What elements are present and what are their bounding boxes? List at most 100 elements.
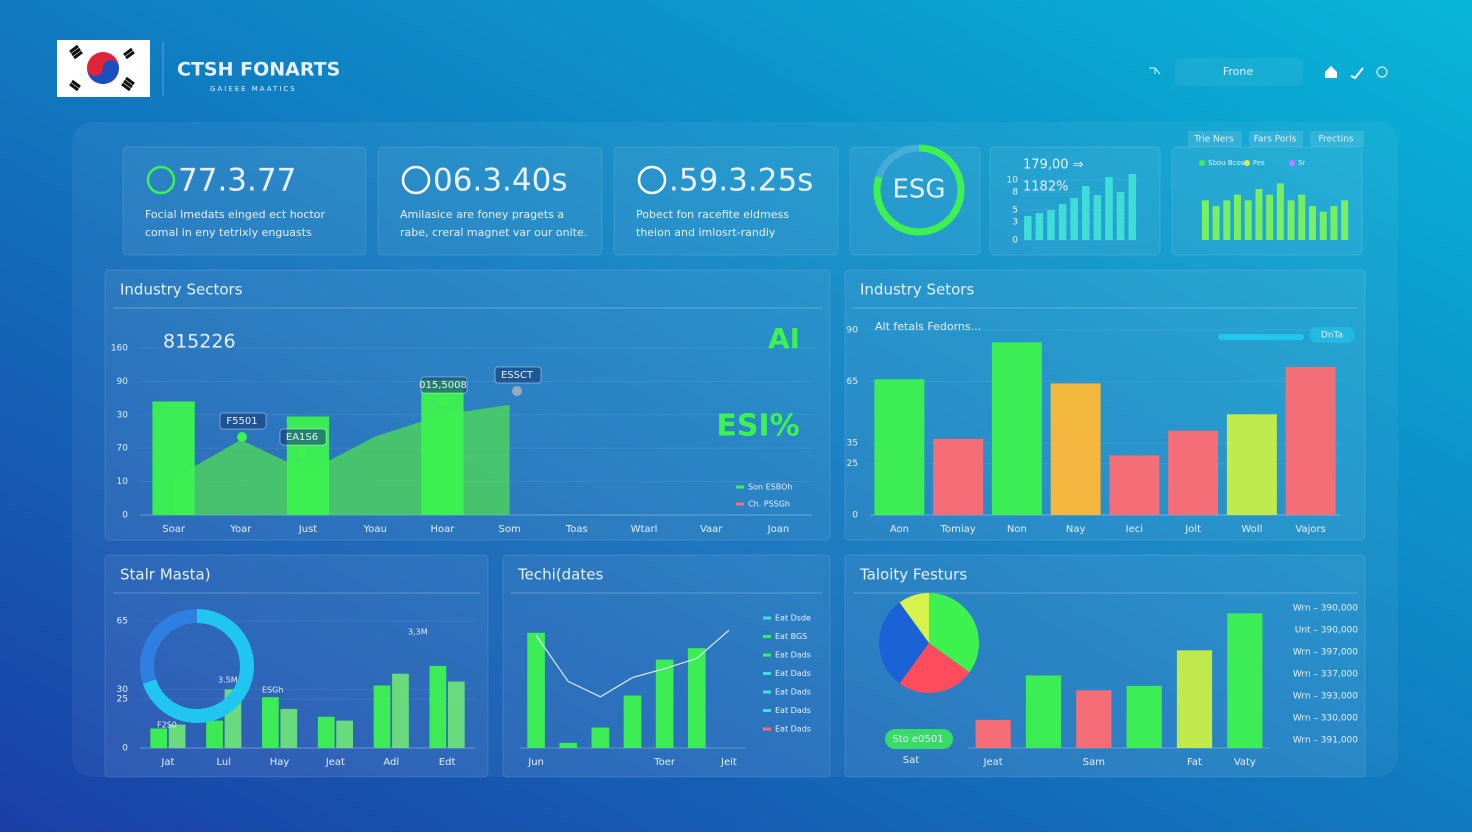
y-tick-label: 10 xyxy=(117,477,129,487)
legend-label: Ch. PSSGh xyxy=(748,500,790,509)
bar xyxy=(1234,194,1241,240)
tab-label: Frectins xyxy=(1319,135,1354,145)
bar xyxy=(687,648,706,748)
y-tick-label: 10 xyxy=(1007,176,1019,186)
icon[interactable] xyxy=(1149,67,1161,75)
panel-title: Industry Sectors xyxy=(120,281,243,299)
bar xyxy=(429,665,447,748)
kpi-text: theion and imlosrt-randiy xyxy=(636,226,776,239)
bar xyxy=(591,727,610,748)
flag-circle xyxy=(87,60,119,84)
bar xyxy=(991,342,1042,515)
annotation: Sat xyxy=(903,755,919,766)
x-tick-label: Jat xyxy=(160,757,174,768)
y-tick-label: 90 xyxy=(117,377,129,387)
legend-label: Eat Dads xyxy=(775,688,811,697)
x-tick-label: Jeit xyxy=(720,757,737,768)
x-tick-label: Aon xyxy=(890,524,909,535)
x-tick-label: Lul xyxy=(216,757,231,768)
legend-dot xyxy=(1289,160,1295,166)
bar xyxy=(655,659,674,748)
pie-slice xyxy=(899,643,970,694)
bar xyxy=(1082,186,1090,240)
annotation: 179,00 ⇒ xyxy=(1023,158,1084,173)
bar xyxy=(933,438,984,515)
panel-title: Techi(dates xyxy=(517,566,603,584)
bar xyxy=(152,401,195,515)
edit-icon[interactable] xyxy=(1350,67,1364,80)
tagline: GAIEEE MAATICS xyxy=(210,85,297,93)
bar xyxy=(150,728,168,748)
y-tick-label: 90 xyxy=(847,326,859,336)
bar xyxy=(1105,177,1113,240)
legend-label: Eat Dsde xyxy=(775,614,811,623)
legend-swatch xyxy=(763,616,771,620)
pie-slice xyxy=(929,593,979,673)
legend-swatch xyxy=(763,709,771,712)
gauge-label: ESG xyxy=(892,175,945,205)
side-label: Wrn – 391,000 xyxy=(1293,736,1358,746)
side-label: Wrn – 393,000 xyxy=(1293,692,1358,702)
legend-label: Fes xyxy=(1253,159,1265,167)
settings-icon[interactable] xyxy=(1376,66,1388,78)
bar xyxy=(1255,189,1263,240)
side-label: Wrn – 330,000 xyxy=(1293,714,1358,724)
flag-bars xyxy=(69,44,135,92)
x-tick-label: Non xyxy=(1007,524,1027,535)
legend-label: Eat Dads xyxy=(775,669,811,678)
bar xyxy=(373,685,391,748)
bar xyxy=(1128,174,1136,240)
x-tick-label: Som xyxy=(498,524,520,535)
bar xyxy=(1223,200,1231,240)
bar xyxy=(1024,216,1032,240)
annotation: F2S0 xyxy=(157,721,177,730)
panel-title: Taloity Festurs xyxy=(859,566,967,584)
annotation: ESSCT xyxy=(501,370,534,381)
bar xyxy=(336,720,354,748)
pill xyxy=(1309,327,1355,343)
x-tick-label: Nay xyxy=(1066,524,1086,535)
slider xyxy=(1218,334,1304,340)
bar xyxy=(1093,195,1102,240)
bar xyxy=(975,719,1011,748)
nav-label[interactable]: Frone xyxy=(1223,65,1254,78)
x-tick-label: Ieci xyxy=(1126,524,1143,535)
x-tick-label: Toas xyxy=(565,524,588,535)
nav-button[interactable] xyxy=(1175,58,1303,86)
annotation: 1182% xyxy=(1023,180,1068,195)
x-tick-label: Tomiay xyxy=(940,524,976,535)
legend-swatch xyxy=(763,727,771,731)
y-tick-label: 65 xyxy=(847,377,858,387)
bar xyxy=(1035,213,1044,240)
kpi-card xyxy=(122,146,367,256)
brand: CTSH FONARTS xyxy=(177,59,340,81)
subtitle: 815226 xyxy=(163,331,236,353)
annotation: ESGh xyxy=(262,686,283,695)
legend-label: Son ESBOh xyxy=(748,483,792,492)
legend-swatch xyxy=(736,485,744,489)
home-icon[interactable] xyxy=(1325,66,1337,78)
bar xyxy=(1298,194,1306,240)
kpi-text: rabe, creral magnet var our onite. xyxy=(400,226,587,239)
legend-label: Eat BGS xyxy=(775,632,807,641)
callout-dot xyxy=(438,396,448,406)
kpi-card xyxy=(613,146,839,256)
main-panel xyxy=(72,122,1398,777)
pie-slice xyxy=(879,602,929,684)
x-tick-label: Vajors xyxy=(1295,524,1325,535)
bar xyxy=(1116,192,1125,240)
annotation: 015,5008 xyxy=(419,380,467,391)
panel xyxy=(849,146,981,256)
pie-slice xyxy=(899,593,929,643)
bar xyxy=(1025,675,1062,748)
x-tick-label: Toer xyxy=(653,757,676,768)
y-tick-label: 0 xyxy=(1012,236,1018,246)
kpi-icon xyxy=(401,165,431,195)
kpi-card xyxy=(377,146,603,256)
bar xyxy=(1050,383,1101,515)
x-tick-label: Yoar xyxy=(229,524,252,535)
callout xyxy=(494,366,542,384)
bar xyxy=(206,720,223,748)
bar xyxy=(874,379,925,515)
